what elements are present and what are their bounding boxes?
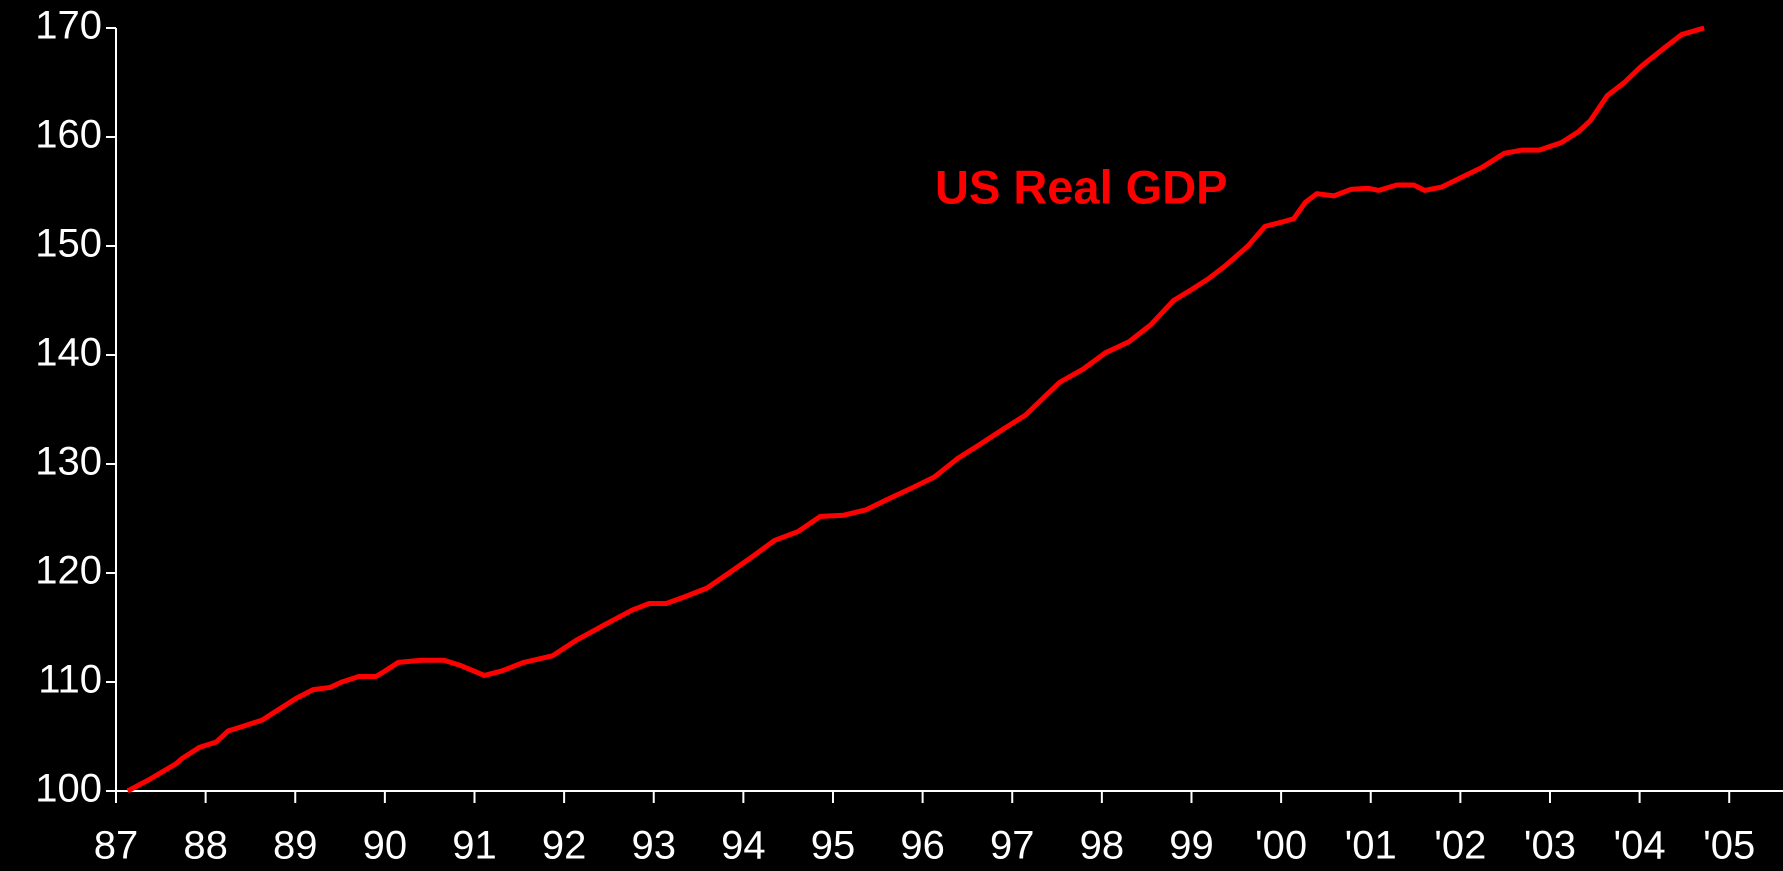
x-tick-label: 92 xyxy=(542,824,587,868)
y-tick-label: 120 xyxy=(35,549,102,593)
x-tick-label: 91 xyxy=(452,824,497,868)
y-tick-label: 150 xyxy=(35,222,102,266)
x-tick-label: '00 xyxy=(1255,824,1307,868)
x-tick-label: 98 xyxy=(1080,824,1125,868)
x-tick-label: '05 xyxy=(1703,824,1755,868)
y-tick-label: 130 xyxy=(35,440,102,484)
x-tick-label: 93 xyxy=(631,824,676,868)
x-tick-label: 89 xyxy=(273,824,318,868)
x-tick-label: '01 xyxy=(1345,824,1397,868)
y-tick-label: 110 xyxy=(38,658,102,702)
x-tick-label: '02 xyxy=(1434,824,1486,868)
x-tick-label: 97 xyxy=(990,824,1035,868)
x-tick-label: '04 xyxy=(1614,824,1666,868)
x-tick-label: 90 xyxy=(363,824,408,868)
y-tick-label: 100 xyxy=(35,767,102,811)
x-tick-label: 94 xyxy=(721,824,766,868)
x-tick-label: 99 xyxy=(1169,824,1214,868)
x-tick-label: '03 xyxy=(1524,824,1576,868)
x-tick-label: 88 xyxy=(183,824,228,868)
annotation: US Real GDP xyxy=(935,160,1228,213)
x-tick-label: 96 xyxy=(900,824,945,868)
y-tick-label: 160 xyxy=(35,113,102,157)
x-tick-label: 95 xyxy=(811,824,856,868)
line xyxy=(126,25,1705,794)
x-tick-label: 87 xyxy=(94,824,139,868)
y-tick-label: 140 xyxy=(35,331,102,375)
y-tick-label: 170 xyxy=(35,4,102,48)
